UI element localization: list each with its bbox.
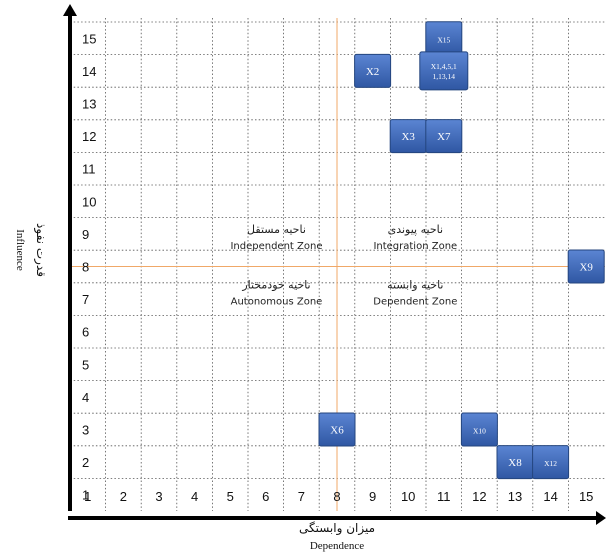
y-tick-label: 9 bbox=[82, 227, 89, 242]
x-tick-label: 7 bbox=[298, 489, 305, 504]
tick-labels: 1 2 3 4 5 6 7 8 9 10 11 12 13 14 151234567891011121314… bbox=[82, 31, 593, 504]
point-label: X10 bbox=[473, 427, 486, 436]
point-marker: X2 bbox=[354, 53, 392, 88]
x-tick-label: 5 bbox=[227, 489, 234, 504]
point-marker: X9 bbox=[567, 249, 605, 284]
x-tick-label: 13 bbox=[508, 489, 522, 504]
point-marker: X1,4,5,11,13,14 bbox=[419, 51, 469, 91]
x-axis-arrow-icon bbox=[596, 511, 606, 525]
point-label: 1,13,14 bbox=[433, 72, 456, 81]
x-tick-label: 9 bbox=[369, 489, 376, 504]
point-label: X3 bbox=[401, 131, 415, 143]
x-tick-label: 11 bbox=[437, 489, 451, 504]
point-marker: X6 bbox=[318, 412, 356, 447]
point-box bbox=[532, 445, 570, 480]
y-tick-label: 14 bbox=[82, 64, 96, 79]
zone-label-fa: ناحیه خودمختار bbox=[241, 278, 310, 291]
y-tick-label: 3 bbox=[82, 423, 89, 438]
point-marker: X7 bbox=[425, 119, 463, 154]
point-label: X8 bbox=[508, 457, 522, 469]
point-box bbox=[425, 119, 463, 154]
y-tick-label: 5 bbox=[82, 357, 89, 372]
point-label: X7 bbox=[437, 131, 451, 143]
y-tick-label: 1 bbox=[82, 488, 89, 503]
x-tick-label: 1 bbox=[84, 489, 91, 504]
x-tick-label: 12 bbox=[472, 489, 486, 504]
axes bbox=[63, 4, 606, 525]
zone-label-en: Dependent Zone bbox=[373, 296, 457, 307]
point-box bbox=[354, 53, 392, 88]
y-tick-label: 13 bbox=[82, 97, 96, 112]
y-axis-label-en: Influence bbox=[14, 229, 26, 271]
y-tick-label: 12 bbox=[82, 129, 96, 144]
y-axis-arrow-icon bbox=[63, 4, 77, 16]
zone-label-fa: ناحیه پیوندی bbox=[388, 223, 443, 236]
zone-label-en: Integration Zone bbox=[373, 241, 457, 252]
zone-label-fa: ناحیه وابسته bbox=[387, 278, 443, 291]
y-axis-label: قدرت نفوذ bbox=[33, 223, 48, 277]
y-tick-label: 7 bbox=[82, 292, 89, 307]
x-tick-label: 4 bbox=[191, 489, 198, 504]
point-label: X9 bbox=[579, 262, 593, 274]
point-marker: X3 bbox=[389, 119, 427, 154]
y-tick-label: 4 bbox=[82, 390, 89, 405]
point-marker: X8 bbox=[496, 445, 534, 480]
point-box bbox=[318, 412, 356, 447]
zone-label-en: Independent Zone bbox=[230, 241, 322, 252]
x-tick-label: 14 bbox=[543, 489, 557, 504]
axis-labels: میزان وابستگی Dependence قدرت نفوذ Influ… bbox=[14, 223, 375, 552]
zone-labels: ناحیه مستقل Independent Zone ناحیه پیوندی I… bbox=[230, 223, 457, 307]
y-tick-label: 8 bbox=[82, 260, 89, 275]
point-marker: X15 bbox=[425, 21, 463, 56]
zone-label-en: Autonomous Zone bbox=[231, 296, 323, 307]
point-label: X6 bbox=[330, 425, 344, 437]
point-marker: X12 bbox=[532, 445, 570, 480]
point-label: X15 bbox=[437, 35, 450, 44]
x-tick-label: 3 bbox=[155, 489, 162, 504]
y-tick-label: 2 bbox=[82, 455, 89, 470]
y-tick-label: 6 bbox=[82, 325, 89, 340]
y-tick-label: 15 bbox=[82, 31, 96, 46]
x-tick-label: 6 bbox=[262, 489, 269, 504]
x-axis-label-en: Dependence bbox=[310, 540, 364, 552]
x-axis-label: میزان وابستگی bbox=[299, 521, 375, 536]
point-label: X12 bbox=[544, 459, 557, 468]
point-label: X2 bbox=[366, 66, 379, 78]
x-tick-label: 8 bbox=[333, 489, 340, 504]
point-box bbox=[460, 412, 498, 447]
point-label: X1,4,5,1 bbox=[431, 62, 457, 71]
x-tick-label: 2 bbox=[120, 489, 127, 504]
data-points: X15 X2 X1,4,5,11,13,14 X3 X7 X9 X6 X10 X8 X12 bbox=[318, 21, 605, 480]
point-marker: X10 bbox=[460, 412, 498, 447]
point-box bbox=[419, 51, 469, 91]
y-tick-label: 10 bbox=[82, 194, 96, 209]
y-tick-label: 11 bbox=[82, 162, 96, 177]
point-box bbox=[567, 249, 605, 284]
x-tick-label: 15 bbox=[579, 489, 593, 504]
zone-label-fa: ناحیه مستقل bbox=[247, 223, 306, 236]
x-tick-label: 10 bbox=[401, 489, 415, 504]
